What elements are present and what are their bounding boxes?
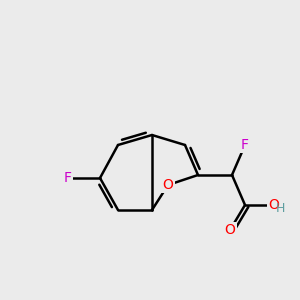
Text: H: H xyxy=(275,202,285,214)
Text: F: F xyxy=(241,138,249,152)
Text: O: O xyxy=(268,198,279,212)
Text: F: F xyxy=(64,171,72,185)
Text: O: O xyxy=(163,178,173,192)
Text: O: O xyxy=(225,223,236,237)
